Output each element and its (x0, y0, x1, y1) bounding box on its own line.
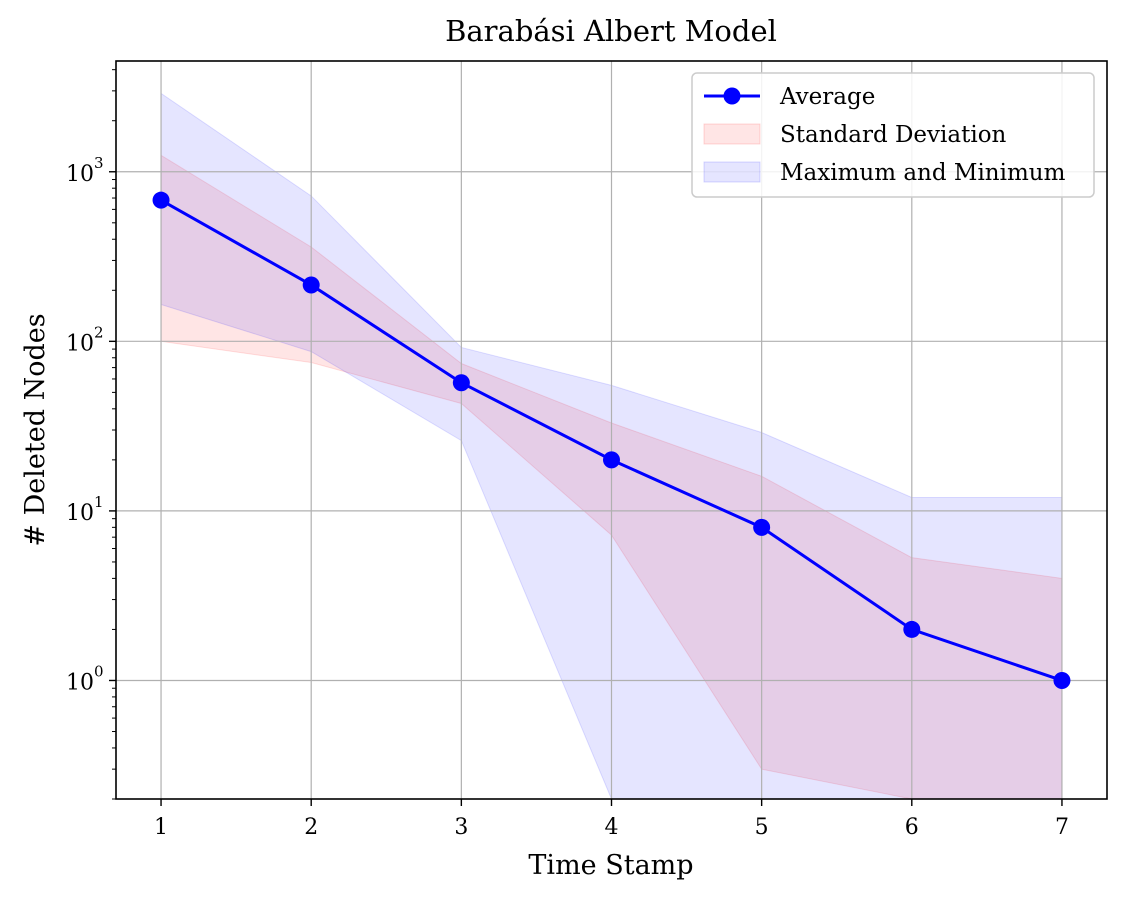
y-tick-exponent: 1 (94, 493, 104, 511)
legend-maximum-and-minimum-label: Maximum and Minimum (780, 160, 1066, 186)
average-point (152, 191, 170, 209)
legend-standard-deviation-label: Standard Deviation (780, 122, 1007, 148)
average-point (452, 374, 470, 392)
y-tick-label: 10 (66, 162, 94, 187)
legend-standard-deviation-swatch (703, 123, 761, 145)
y-tick-exponent: 2 (94, 323, 104, 341)
x-tick-label: 3 (454, 815, 468, 840)
x-tick-label: 6 (905, 815, 919, 840)
legend-box (691, 72, 1095, 198)
x-tick-label: 5 (755, 815, 769, 840)
y-tick-label: 10 (66, 501, 94, 526)
legend-maximum-and-minimum-swatch (703, 161, 761, 183)
legend-average-label: Average (779, 84, 875, 110)
average-point (302, 276, 320, 294)
x-axis-label: Time Stamp (528, 850, 693, 881)
x-tick-label: 7 (1055, 815, 1069, 840)
legend-average-marker (723, 87, 741, 105)
average-point (753, 518, 771, 536)
y-tick-exponent: 0 (94, 662, 104, 680)
y-tick-exponent: 3 (94, 154, 104, 172)
average-point (603, 451, 620, 469)
chart-title: Barabási Albert Model (445, 14, 777, 48)
y-tick-label: 10 (66, 331, 94, 356)
x-tick-label: 1 (154, 815, 168, 840)
x-tick-label: 2 (304, 815, 318, 840)
y-axis-label: # Deleted Nodes (20, 313, 51, 546)
x-tick-label: 4 (605, 815, 619, 840)
legend: Average Standard Deviation Maximum and Min… (691, 72, 1095, 198)
average-point (903, 620, 921, 638)
average-point (1053, 671, 1071, 689)
average-series-layer (152, 191, 1071, 689)
y-tick-label: 10 (66, 670, 94, 695)
